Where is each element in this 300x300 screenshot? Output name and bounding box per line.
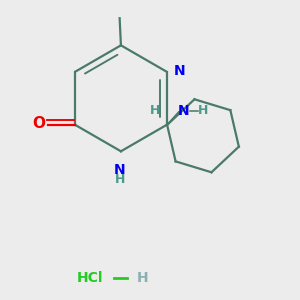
Text: H: H [137,271,149,285]
Text: H: H [198,104,208,117]
Text: O: O [32,116,45,131]
Text: N: N [114,163,125,177]
Text: N: N [173,64,185,77]
Text: HCl: HCl [76,271,103,285]
Text: H: H [150,104,161,117]
Text: N: N [178,104,190,118]
Text: H: H [114,173,125,186]
